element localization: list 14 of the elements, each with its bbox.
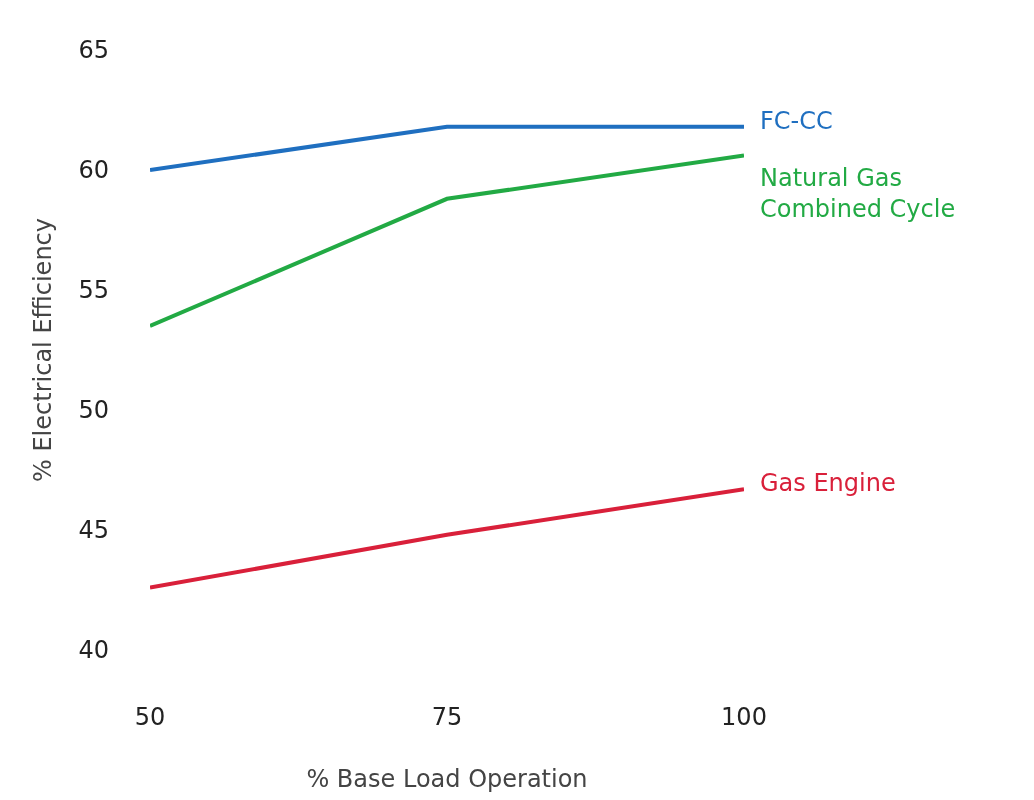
- series-label: FC-CC: [760, 107, 833, 135]
- series-label: Gas Engine: [760, 469, 896, 497]
- y-tick-label: 45: [78, 516, 109, 545]
- y-axis-title: % Electrical Efficiency: [28, 218, 57, 482]
- y-tick-label: 50: [78, 396, 109, 425]
- y-tick-label: 40: [78, 636, 109, 665]
- y-tick-label: 55: [78, 276, 109, 305]
- x-tick-label: 100: [721, 703, 767, 731]
- x-axis-title: % Base Load Operation: [306, 765, 588, 794]
- x-tick-label: 50: [134, 703, 166, 731]
- y-tick-label: 65: [78, 36, 109, 65]
- series-label: Natural Gas Combined Cycle: [760, 164, 956, 224]
- y-tick-label: 60: [78, 156, 109, 185]
- x-tick-label: 75: [431, 703, 463, 731]
